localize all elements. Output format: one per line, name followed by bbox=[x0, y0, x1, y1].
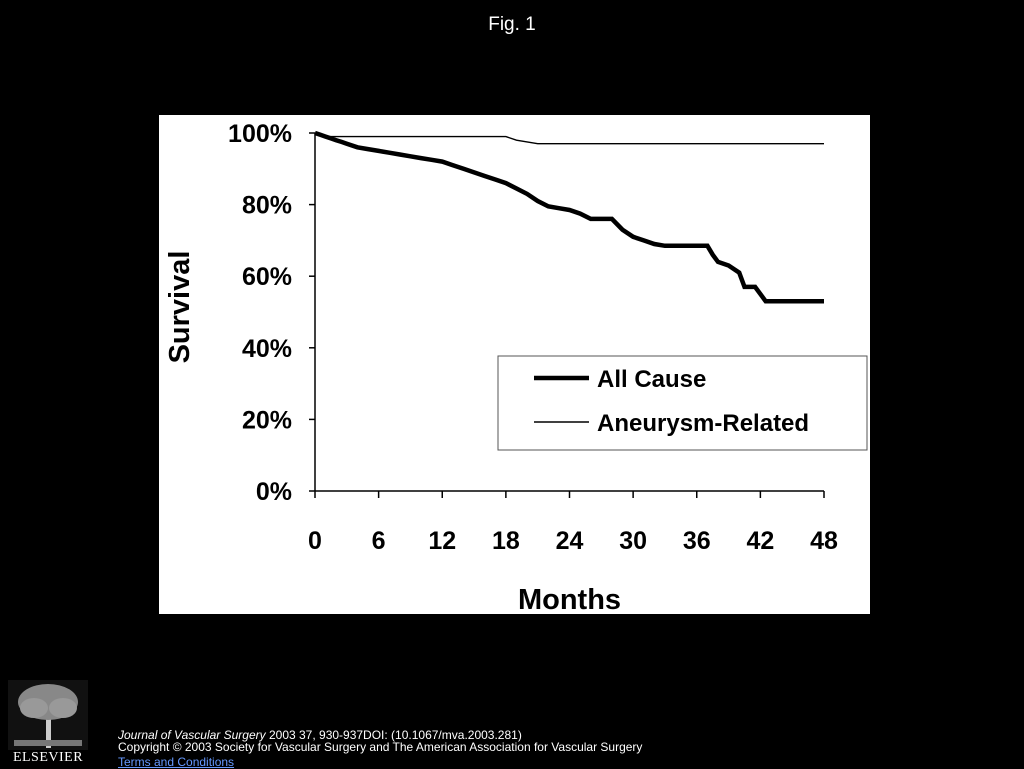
y-tick-label: 100% bbox=[228, 120, 292, 148]
legend-label: Aneurysm-Related bbox=[597, 410, 809, 437]
survival-chart: 0% 20% 40% 60% 80% 100% 0 6 12 18 24 30 36 42 48 Months… bbox=[164, 120, 868, 614]
series-line-all-cause bbox=[314, 130, 824, 304]
x-tick-label: 0 bbox=[308, 527, 322, 555]
x-tick-label: 24 bbox=[556, 527, 584, 555]
x-tick-label: 6 bbox=[372, 527, 386, 555]
legend-label: All Cause bbox=[597, 366, 706, 393]
slide-title: Fig. 1 bbox=[488, 14, 536, 35]
citation-line: Journal of Vascular Surgery 2003 37, 930… bbox=[118, 729, 522, 742]
logo-wordmark: ELSEVIER bbox=[12, 750, 84, 765]
copyright-notice: Copyright © 2003 Society for Vascular Su… bbox=[118, 740, 643, 754]
citation-details: 2003 37, 930-937DOI: (10.1067/mva.2003.2… bbox=[265, 728, 522, 742]
figure-panel: 0% 20% 40% 60% 80% 100% 0 6 12 18 24 30 36 42 48 Months… bbox=[159, 115, 870, 614]
x-tick-label: 30 bbox=[619, 527, 647, 555]
y-tick-label: 80% bbox=[242, 192, 292, 220]
y-axis-title: Survival bbox=[164, 251, 196, 364]
x-tick-label: 18 bbox=[492, 527, 520, 555]
legend-box bbox=[497, 355, 868, 451]
terms-link[interactable]: Terms and Conditions bbox=[118, 755, 235, 769]
y-tick-label: 60% bbox=[242, 263, 292, 291]
x-tick-label: 12 bbox=[428, 527, 456, 555]
x-tick-label: 48 bbox=[810, 527, 838, 555]
series-line-aneurysm-related bbox=[314, 132, 824, 145]
chart-legend: All Cause Aneurysm-Related bbox=[497, 355, 868, 451]
tree-emblem-icon bbox=[8, 680, 88, 750]
x-tick-label: 36 bbox=[683, 527, 711, 555]
x-tick-label: 42 bbox=[746, 527, 774, 555]
y-tick-label: 20% bbox=[242, 406, 292, 434]
chart-series bbox=[314, 130, 824, 304]
elsevier-logo: ELSEVIER bbox=[8, 680, 88, 768]
x-axis-title: Months bbox=[518, 584, 621, 614]
chart-axes: 0% 20% 40% 60% 80% 100% 0 6 12 18 24 30 36 42 48 Months… bbox=[164, 120, 838, 614]
journal-name: Journal of Vascular Surgery bbox=[118, 728, 266, 742]
y-tick-label: 40% bbox=[242, 335, 292, 363]
y-tick-label: 0% bbox=[256, 478, 292, 506]
